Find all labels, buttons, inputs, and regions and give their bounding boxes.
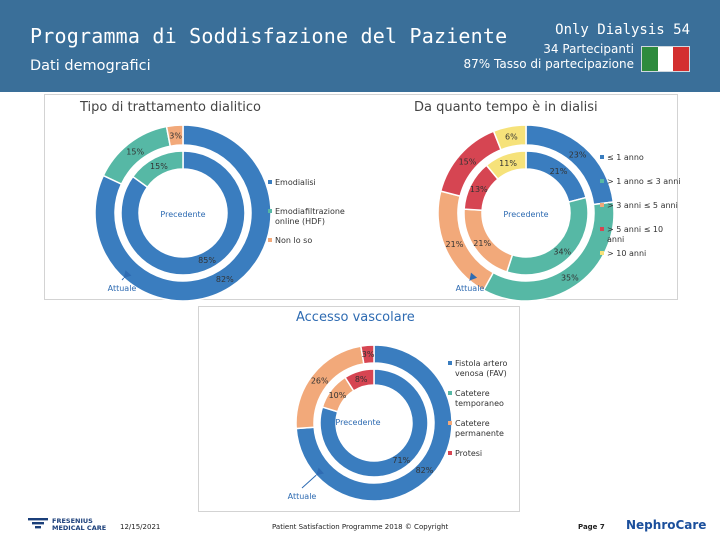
chart1-legend-label-2: Non lo so: [275, 236, 312, 245]
chart1-attuale-slice-0: [94, 124, 272, 302]
chart2-attuale-label-4: 6%: [505, 132, 518, 141]
chart3-legend-label-0: Fistola artero: [455, 359, 507, 368]
flag-stripe-white: [657, 47, 674, 71]
chart2-legend-label-4: > 10 anni: [607, 249, 646, 258]
participation-rate: 87% Tasso di partecipazione: [463, 57, 634, 71]
chart3-legend-label-1: temporaneo: [455, 399, 504, 408]
chart2-callout-label: Attuale: [456, 284, 485, 293]
chart2-precedente-label-2: 21%: [473, 239, 491, 248]
chart1-title: Tipo di trattamento dialitico: [80, 100, 262, 115]
chart2-attuale-label-1: 35%: [561, 274, 579, 283]
chart2-legend-label-3: > 5 anni ≤ 10: [607, 225, 663, 234]
chart1-callout-line: [121, 277, 125, 281]
chart1-attuale-label-2: 3%: [169, 131, 182, 140]
chart1-legend-swatch-1: [268, 209, 272, 213]
chart2-legend-label-3: anni: [607, 235, 624, 244]
chart2-precedente-label-4: 11%: [499, 159, 517, 168]
page-subtitle: Dati demografici: [30, 58, 151, 74]
chart2-legend-label-1: > 1 anno ≤ 3 anni: [607, 177, 681, 186]
footer-program: Patient Satisfaction Programme 2018 © Co…: [272, 523, 449, 531]
brand-line-2: MEDICAL CARE: [52, 524, 107, 532]
chart1-legend-label-1: online (HDF): [275, 217, 325, 226]
chart3-precedente-label-3: 8%: [355, 375, 368, 384]
chart2-center-label: Precedente: [503, 210, 548, 219]
fresenius-logo-icon: [28, 518, 48, 529]
chart2-precedente-label-3: 13%: [470, 185, 488, 194]
chart3-legend-label-2: Catetere: [455, 419, 490, 428]
chart3-precedente-label-2: 10%: [329, 391, 347, 400]
chart2-legend-swatch-3: [600, 227, 604, 231]
chart3-title: Accesso vascolare: [296, 310, 415, 325]
chart1-precedente-label-1: 15%: [150, 162, 168, 171]
chart2-legend-swatch-0: [600, 155, 604, 159]
flag-stripe-green: [642, 47, 658, 71]
nephrocare-logo: NephroCare: [626, 518, 707, 532]
flag-stripe-red: [673, 47, 690, 71]
chart1-legend-swatch-2: [268, 238, 272, 242]
header-banner: [0, 0, 720, 92]
chart1-precedente-slice-0: [120, 150, 246, 276]
chart2-attuale-label-3: 15%: [459, 157, 477, 166]
chart1-legend-label-0: Emodialisi: [275, 178, 316, 187]
footer-page: Page 7: [578, 523, 605, 531]
chart3-legend-swatch-2: [448, 421, 452, 425]
chart1-precedente-slice-1: [131, 150, 184, 189]
chart3-callout-line: [301, 474, 317, 489]
chart3-precedente-label-0: 71%: [392, 456, 410, 465]
chart3-attuale-label-3: 3%: [362, 350, 375, 359]
chart2-callout-arrowhead: [469, 272, 478, 281]
chart3-precedente-slice-0: [319, 368, 429, 478]
chart1-center-label: Precedente: [160, 210, 205, 219]
chart2-title: Da quanto tempo è in dialisi: [414, 100, 598, 115]
chart2-legend-label-0: ≤ 1 anno: [607, 153, 644, 162]
chart2-precedente-slice-4: [485, 150, 527, 181]
chart2-legend-swatch-4: [600, 251, 604, 255]
clinic-name: Only Dialysis 54: [555, 22, 690, 38]
chart1-callout-arrowhead: [123, 270, 132, 279]
chart3-legend-label-1: Catetere: [455, 389, 490, 398]
chart2-attuale-label-0: 23%: [569, 150, 587, 159]
chart3-precedente-slice-3: [344, 368, 375, 392]
panel-vascular: [198, 306, 520, 512]
chart1-attuale-slice-2: [165, 124, 184, 148]
chart3-legend-swatch-3: [448, 451, 452, 455]
chart2-precedente-label-0: 21%: [550, 167, 568, 176]
chart3-legend-label-0: venosa (FAV): [455, 369, 507, 378]
chart3-attuale-slice-3: [359, 344, 375, 365]
chart2-legend-swatch-2: [600, 203, 604, 207]
chart3-attuale-label-0: 82%: [416, 466, 434, 475]
chart3-legend-swatch-1: [448, 391, 452, 395]
chart3-legend-swatch-0: [448, 361, 452, 365]
participants-count: 34 Partecipanti: [543, 42, 634, 56]
chart1-attuale-label-1: 15%: [126, 147, 144, 156]
chart3-callout-arrowhead: [316, 467, 324, 476]
chart2-attuale-slice-4: [492, 124, 527, 151]
chart2-legend-swatch-1: [600, 179, 604, 183]
chart1-legend-label-1: Emodiafiltrazione: [275, 207, 345, 216]
italy-flag-icon: [641, 46, 690, 72]
chart1-precedente-label-0: 85%: [198, 256, 216, 265]
chart2-precedente-label-1: 34%: [553, 248, 571, 257]
chart1-callout-label: Attuale: [108, 284, 137, 293]
fresenius-brand: FRESENIUS MEDICAL CARE: [52, 518, 106, 532]
chart2-legend-label-2: > 3 anni ≤ 5 anni: [607, 201, 678, 210]
chart3-attuale-slice-0: [295, 344, 453, 502]
chart3-legend-label-3: Protesi: [455, 449, 482, 458]
page-title: Programma di Soddisfazione del Paziente: [30, 24, 508, 48]
chart3-attuale-label-2: 26%: [311, 376, 329, 385]
chart3-center-label: Precedente: [335, 418, 380, 427]
chart1-legend-swatch-0: [268, 180, 272, 184]
chart3-callout-label: Attuale: [288, 492, 317, 501]
footer-date: 12/15/2021: [120, 523, 161, 531]
chart1-attuale-label-0: 82%: [216, 275, 234, 284]
chart2-attuale-label-2: 21%: [446, 240, 464, 249]
brand-line-1: FRESENIUS: [52, 517, 93, 525]
chart3-legend-label-2: permanente: [455, 429, 504, 438]
